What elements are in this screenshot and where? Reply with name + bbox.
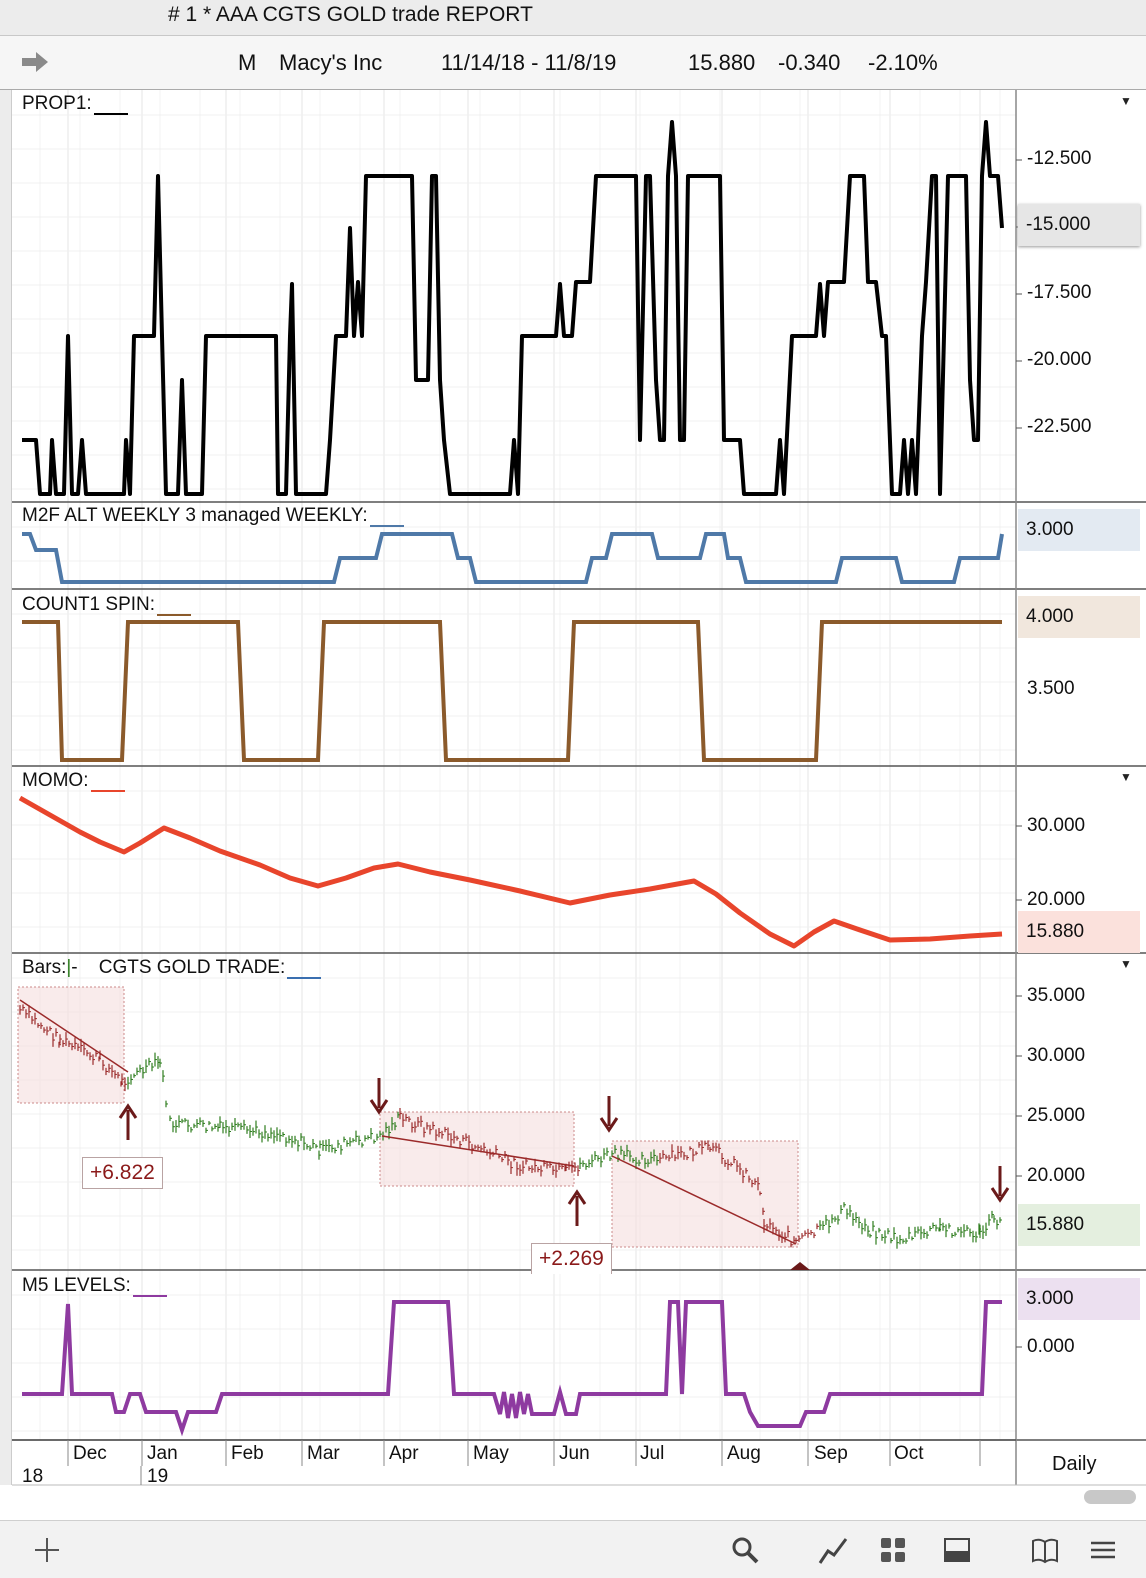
m5-label: M5 LEVELS: bbox=[22, 1275, 167, 1297]
bottom-toolbar bbox=[0, 1520, 1146, 1578]
plus-icon[interactable] bbox=[32, 1535, 62, 1565]
y-tick: 20.000 bbox=[1027, 1165, 1086, 1186]
trade-boxes bbox=[17, 986, 799, 1248]
x-month: Apr bbox=[389, 1443, 419, 1464]
m5-line bbox=[22, 1300, 1002, 1437]
y-tick: 30.000 bbox=[1027, 815, 1086, 836]
bars-value-badge: 15.880 bbox=[1018, 1204, 1140, 1246]
price-bars bbox=[19, 1004, 1002, 1249]
y-tick: 25.000 bbox=[1027, 1105, 1086, 1126]
trade-box bbox=[379, 1111, 575, 1187]
date-range[interactable]: 11/14/18 - 11/8/19 bbox=[441, 50, 617, 75]
trend-line bbox=[19, 999, 129, 1073]
momo-line bbox=[18, 795, 1003, 949]
company-name: Macy's Inc bbox=[279, 50, 383, 75]
price-change: -0.340 bbox=[778, 50, 841, 75]
panel-menu-icon[interactable]: ▼ bbox=[1120, 770, 1132, 784]
grid-lines bbox=[12, 90, 1016, 1440]
horizontal-scrollbar[interactable] bbox=[1084, 1490, 1136, 1504]
panel-frames bbox=[12, 90, 1146, 1486]
signal-arrows bbox=[118, 1078, 1010, 1270]
trend-lines bbox=[19, 999, 797, 1245]
count1-label: COUNT1 SPIN: bbox=[22, 594, 192, 616]
x-month: Aug bbox=[727, 1443, 761, 1464]
symbol: M bbox=[238, 50, 257, 75]
gain-label-2: +2.269 bbox=[531, 1243, 612, 1274]
grid-icon[interactable] bbox=[878, 1535, 908, 1565]
trend-line bbox=[381, 1135, 575, 1167]
magnifier-icon[interactable] bbox=[730, 1535, 760, 1565]
trendline-icon[interactable] bbox=[818, 1535, 848, 1565]
trade-box bbox=[17, 986, 125, 1104]
x-month: Feb bbox=[231, 1443, 264, 1464]
buy-arrow-icon bbox=[118, 1103, 138, 1140]
count1-value-badge: 4.000 bbox=[1018, 596, 1140, 638]
book-icon[interactable] bbox=[1030, 1535, 1060, 1565]
x-month: Oct bbox=[894, 1443, 924, 1464]
x-month: Sep bbox=[814, 1443, 848, 1464]
last-price: 15.880 bbox=[688, 50, 756, 75]
panel-menu-icon[interactable]: ▼ bbox=[1120, 957, 1132, 971]
x-month: Jun bbox=[559, 1443, 590, 1464]
sell-arrow-icon bbox=[990, 1166, 1010, 1203]
percent-change: -2.10% bbox=[868, 50, 938, 75]
left-scroll-strip[interactable] bbox=[0, 90, 12, 1485]
m2f-label: M2F ALT WEEKLY 3 managed WEEKLY: bbox=[22, 505, 404, 527]
y-tick: 0.000 bbox=[1027, 1336, 1075, 1357]
trend-line bbox=[611, 1155, 797, 1245]
y-tick: -12.500 bbox=[1027, 148, 1092, 169]
momo-label: MOMO: bbox=[22, 770, 125, 792]
sell-arrow-icon bbox=[369, 1078, 389, 1115]
sell-arrow-icon bbox=[599, 1096, 619, 1133]
symbol-info-bar: M Macy's Inc 11/14/18 - 11/8/19 15.880 -… bbox=[0, 36, 1146, 90]
window-title-text: # 1 * AAA CGTS GOLD trade REPORT bbox=[168, 3, 533, 26]
x-year: 19 bbox=[147, 1466, 169, 1487]
panel-menu-icon[interactable]: ▼ bbox=[1120, 94, 1132, 108]
m2f-value-badge: 3.000 bbox=[1018, 509, 1140, 551]
y-tick: 35.000 bbox=[1027, 985, 1086, 1006]
y-tick: 20.000 bbox=[1027, 889, 1086, 910]
y-tick: -17.500 bbox=[1027, 282, 1092, 303]
x-month: May bbox=[473, 1443, 509, 1464]
x-month: Jul bbox=[640, 1443, 665, 1464]
prop1-line bbox=[22, 120, 1004, 496]
count1-line bbox=[22, 620, 1002, 762]
momo-value-badge: 15.880 bbox=[1018, 911, 1140, 953]
trade-box bbox=[611, 1140, 799, 1248]
m2f-line bbox=[22, 532, 1004, 584]
marker-icon bbox=[790, 1262, 810, 1270]
arrow-right-icon[interactable] bbox=[20, 50, 50, 74]
x-month: Jan bbox=[147, 1443, 178, 1464]
x-year: 18 bbox=[22, 1466, 44, 1487]
window-title: # 1 * AAA CGTS GOLD trade REPORT bbox=[0, 0, 1146, 36]
x-month: Mar bbox=[307, 1443, 340, 1464]
y-tick: -22.500 bbox=[1027, 416, 1092, 437]
y-tick: 3.500 bbox=[1027, 678, 1075, 699]
period-selector[interactable]: Daily bbox=[1052, 1453, 1097, 1475]
x-month: Dec bbox=[73, 1443, 107, 1464]
m5-value-badge: 3.000 bbox=[1018, 1278, 1140, 1320]
panel-icon[interactable] bbox=[942, 1535, 972, 1565]
buy-arrow-icon bbox=[567, 1189, 587, 1226]
prop1-label: PROP1: bbox=[22, 93, 128, 115]
gain-label-1: +6.822 bbox=[82, 1157, 163, 1189]
y-tick: -20.000 bbox=[1027, 349, 1092, 370]
bars-label: Bars:|- CGTS GOLD TRADE: bbox=[22, 957, 322, 979]
prop1-current-value: -15.000 bbox=[1018, 204, 1140, 246]
hamburger-icon[interactable] bbox=[1088, 1535, 1118, 1565]
y-tick: 30.000 bbox=[1027, 1045, 1086, 1066]
